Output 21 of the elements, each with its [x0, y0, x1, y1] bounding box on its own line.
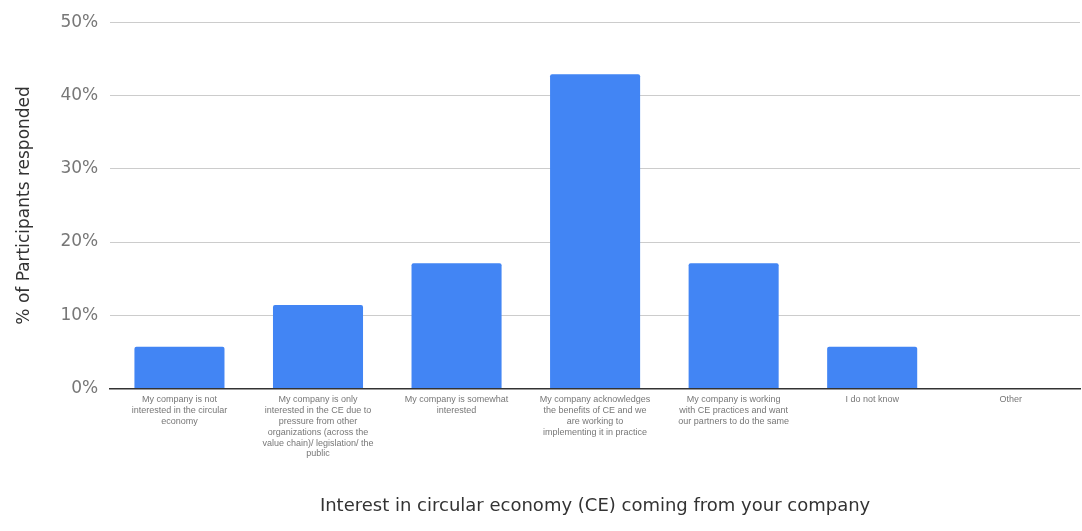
y-tick-label: 40%: [60, 83, 99, 104]
y-tick-label: 30%: [60, 157, 99, 178]
y-tick-label: 0%: [71, 377, 99, 398]
x-tick-label: Other: [999, 394, 1022, 405]
bar: [827, 346, 918, 389]
y-tick-label: 50%: [60, 10, 99, 31]
bar: [272, 305, 364, 389]
x-axis-title: Interest in circular economy (CE) coming from your company: [319, 493, 871, 515]
x-tick-label: My company is working with CE practices and want our partners to do the same: [678, 394, 789, 427]
x-tick-label: My company is not interested in the circular economy: [131, 394, 228, 427]
y-axis-title: % of Participants responded: [12, 86, 33, 325]
x-tick-label: I do not know: [845, 394, 900, 405]
x-tick-label: My company is only interested in the CE due to pressure from other organizations (across the value chain)/ legislation/ the public: [262, 394, 374, 459]
x-tick-label: My company acknowledges the benefits of CE and we are working to implementing it in practice: [539, 394, 651, 437]
y-tick-label: 10%: [60, 303, 99, 324]
bar: [688, 263, 779, 389]
bar: [134, 346, 225, 389]
y-tick-label: 20%: [60, 230, 99, 251]
bar: [550, 74, 641, 389]
x-tick-label: My company is somewhat interested: [404, 394, 509, 416]
bar: [411, 263, 502, 389]
